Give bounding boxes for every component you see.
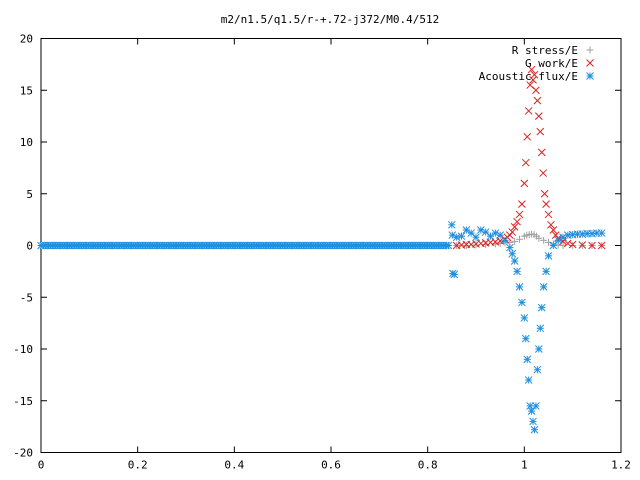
- data-point-series-1: [544, 210, 553, 219]
- data-point-series-1: [532, 86, 540, 95]
- data-point-series-2: [462, 226, 471, 234]
- data-point-series-1: [539, 169, 548, 177]
- data-point-series-2: [523, 355, 532, 364]
- data-point-series-1: [520, 179, 529, 188]
- data-point-series-2: [529, 417, 537, 426]
- data-point-series-1: [534, 112, 543, 120]
- data-point-series-2: [527, 407, 536, 415]
- data-point-series-1: [568, 240, 577, 249]
- data-point-series-2: [521, 334, 530, 343]
- data-point-series-1: [549, 226, 558, 234]
- x-tick-label: 0.4: [224, 459, 244, 472]
- data-point-series-1: [510, 223, 519, 231]
- data-point-series-2: [491, 229, 500, 237]
- data-point-series-2: [533, 365, 542, 374]
- x-tick-label: 1.2: [611, 459, 631, 472]
- data-point-series-2: [532, 402, 540, 410]
- data-point-series-2: [447, 220, 456, 229]
- data-point-series-1: [518, 200, 526, 208]
- data-point-series-2: [518, 298, 526, 307]
- legend-marker: [586, 72, 594, 80]
- legend-label: G work/E: [525, 57, 578, 70]
- data-point-series-2: [515, 283, 524, 291]
- data-point-series-2: [534, 345, 543, 353]
- data-point-series-2: [597, 229, 606, 237]
- y-tick-label: -10: [13, 343, 33, 356]
- legend-label: R stress/E: [512, 44, 578, 57]
- data-point-series-2: [520, 314, 529, 322]
- y-tick-label: 20: [20, 33, 33, 46]
- data-point-series-0: [462, 242, 470, 249]
- data-point-series-2: [457, 232, 466, 241]
- x-tick-label: 0: [38, 459, 45, 472]
- data-point-acoustic-baseline: [444, 241, 453, 250]
- data-point-series-2: [542, 267, 550, 276]
- plot-area: [37, 65, 606, 434]
- data-point-series-1: [513, 217, 521, 226]
- data-point-series-2: [554, 236, 563, 245]
- data-point-series-2: [539, 283, 548, 291]
- data-point-series-2: [501, 236, 509, 245]
- x-tick-label: 1: [521, 459, 528, 472]
- data-point-series-1: [563, 239, 572, 248]
- data-point-series-2: [450, 270, 459, 279]
- data-point-series-2: [536, 324, 545, 333]
- data-point-series-1: [597, 241, 606, 250]
- y-tick-label: -20: [13, 447, 33, 460]
- data-point-series-2: [505, 243, 514, 252]
- y-tick-label: -5: [20, 291, 33, 304]
- y-tick-label: 0: [26, 240, 33, 253]
- data-point-series-2: [486, 232, 495, 241]
- x-tick-label: 0.2: [128, 459, 148, 472]
- x-tick-label: 0.8: [418, 459, 438, 472]
- data-point-series-1: [533, 96, 542, 105]
- data-point-series-1: [588, 241, 596, 250]
- data-point-series-1: [523, 132, 532, 141]
- data-point-series-0: [511, 237, 519, 245]
- chart-title: m2/n1.5/q1.5/r-+.72-j372/M0.4/512: [221, 13, 440, 26]
- data-point-series-2: [510, 257, 519, 265]
- data-point-series-2: [524, 376, 533, 384]
- data-point-series-1: [515, 210, 524, 219]
- data-point-series-2: [544, 251, 553, 260]
- data-point-series-2: [452, 233, 461, 242]
- legend-label: Acoustic flux/E: [479, 70, 578, 83]
- data-point-series-2: [513, 267, 521, 276]
- y-tick-label: 10: [20, 136, 33, 149]
- data-point-series-0: [540, 236, 548, 244]
- y-tick-label: -15: [13, 395, 33, 408]
- data-point-series-1: [491, 238, 500, 246]
- data-point-series-0: [516, 235, 523, 243]
- data-point-series-1: [527, 65, 536, 74]
- data-point-series-2: [508, 249, 517, 258]
- data-point-series-1: [547, 220, 555, 229]
- data-point-series-1: [540, 189, 549, 198]
- data-point-series-1: [508, 228, 517, 236]
- data-point-series-1: [529, 76, 537, 84]
- data-point-series-0: [535, 234, 543, 242]
- y-tick-label: 15: [20, 84, 33, 97]
- x-tick-label: 0.6: [321, 459, 341, 472]
- data-point-series-1: [530, 70, 539, 79]
- data-point-series-2: [537, 303, 546, 312]
- data-point-series-1: [536, 127, 545, 136]
- data-point-series-1: [524, 107, 533, 115]
- data-point-series-1: [578, 241, 587, 249]
- legend-marker: [586, 59, 594, 67]
- data-point-series-2: [472, 233, 480, 242]
- data-point-series-2: [530, 425, 539, 434]
- data-point-series-1: [521, 158, 530, 167]
- legend-marker: [586, 46, 594, 54]
- data-point-series-0: [472, 241, 480, 249]
- data-point-series-1: [542, 200, 550, 208]
- data-point-series-1: [537, 148, 546, 157]
- y-tick-label: 5: [26, 188, 33, 201]
- axes: 0 0.2 0.4 0.6 0.8 1 1.2 20 15 10 5 0 -5 -10 -15 -20: [13, 33, 631, 472]
